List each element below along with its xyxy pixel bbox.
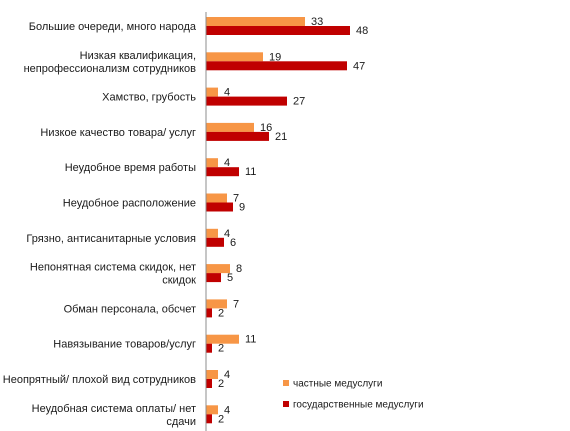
bar-private bbox=[206, 158, 218, 168]
category-label-line: Непонятная система скидок, нет bbox=[30, 262, 196, 274]
value-label-public: 2 bbox=[218, 378, 224, 390]
category-label: Обман персонала, обсчет bbox=[64, 303, 196, 315]
value-label-private: 8 bbox=[236, 263, 242, 275]
category-label-line: Хамство, грубость bbox=[102, 92, 196, 104]
bar-private bbox=[206, 228, 218, 238]
legend-label-public: государственные медуслуги bbox=[293, 400, 424, 411]
bar-private bbox=[206, 52, 263, 62]
bar-private bbox=[206, 370, 218, 379]
category-label: Хамство, грубость bbox=[102, 92, 196, 104]
value-label-public: 2 bbox=[218, 307, 224, 319]
value-label-private: 33 bbox=[311, 16, 323, 28]
bar-public bbox=[206, 96, 287, 106]
bar-public bbox=[206, 237, 224, 247]
bar-private bbox=[206, 264, 230, 274]
value-label-public: 47 bbox=[353, 60, 365, 72]
category-label-line: Навязывание товаров/услуг bbox=[53, 339, 196, 351]
category-label: Низкое качество товара/ услуг bbox=[40, 127, 196, 139]
category-label-line: скидок bbox=[162, 275, 196, 287]
bar-private bbox=[206, 122, 254, 132]
bar-public bbox=[206, 202, 233, 212]
value-label-public: 21 bbox=[275, 131, 287, 143]
value-label-private: 19 bbox=[269, 51, 281, 63]
category-label: Неудобная система оплаты/ нет сдачи bbox=[32, 403, 196, 428]
bar-public bbox=[206, 308, 212, 318]
category-label: Большие очереди, много народа bbox=[29, 21, 197, 33]
value-label-private: 11 bbox=[245, 334, 256, 346]
bar-private bbox=[206, 299, 227, 309]
value-label-public: 48 bbox=[356, 25, 368, 37]
value-label-private: 7 bbox=[233, 298, 239, 310]
bar-private bbox=[206, 334, 239, 344]
category-label: Неопрятный/ плохой вид сотрудников bbox=[3, 374, 196, 386]
category-label-line: Низкая квалификация, bbox=[80, 50, 196, 62]
bar-private bbox=[206, 87, 218, 97]
legend: частные медуслуги государственные медусл… bbox=[283, 379, 424, 411]
bar-public bbox=[206, 26, 350, 35]
bar-private bbox=[206, 17, 305, 26]
value-label-private: 4 bbox=[224, 369, 230, 381]
value-label-public: 6 bbox=[230, 237, 236, 249]
category-label: Неудобное время работы bbox=[65, 162, 196, 174]
bar-public bbox=[206, 343, 212, 353]
bar-public bbox=[206, 167, 239, 177]
value-label-private: 4 bbox=[224, 228, 230, 240]
category-label-line: Грязно, антисанитарные условия bbox=[26, 233, 196, 245]
category-label-line: Неудобное время работы bbox=[65, 162, 196, 174]
value-label-private: 4 bbox=[224, 87, 230, 99]
value-label-private: 4 bbox=[224, 157, 230, 169]
value-label-private: 16 bbox=[260, 122, 272, 134]
category-label-line: Неудобная система оплаты/ нет bbox=[32, 403, 196, 415]
category-label-line: Неопрятный/ плохой вид сотрудников bbox=[3, 374, 196, 386]
category-label-line: Большие очереди, много народа bbox=[29, 21, 197, 33]
value-label-public: 27 bbox=[293, 96, 305, 108]
value-label-private: 4 bbox=[224, 404, 230, 416]
legend-swatch-private bbox=[283, 380, 289, 386]
category-label-line: Обман персонала, обсчет bbox=[64, 303, 196, 315]
value-label-public: 2 bbox=[218, 413, 224, 425]
bar-public bbox=[206, 273, 221, 283]
value-label-private: 7 bbox=[233, 193, 239, 205]
bar-public bbox=[206, 379, 212, 388]
value-label-public: 9 bbox=[239, 202, 245, 214]
category-label: Непонятная система скидок, нет скидок bbox=[30, 262, 196, 287]
value-label-public: 11 bbox=[245, 166, 256, 178]
bar-public bbox=[206, 131, 269, 141]
bar-private bbox=[206, 193, 227, 203]
bar-private bbox=[206, 405, 218, 415]
category-label: Навязывание товаров/услуг bbox=[53, 339, 196, 351]
value-label-public: 2 bbox=[218, 343, 224, 355]
category-label-line: непрофессионализм сотрудников bbox=[24, 63, 197, 75]
bar-public bbox=[206, 61, 347, 71]
bar-public bbox=[206, 414, 212, 424]
category-label-line: Неудобное расположение bbox=[63, 198, 196, 210]
category-label-line: Низкое качество товара/ услуг bbox=[40, 127, 196, 139]
category-labels: Большие очереди, много народа Низкая квал… bbox=[3, 21, 197, 428]
category-label-line: сдачи bbox=[166, 416, 196, 428]
category-label: Низкая квалификация, непрофессионализм со… bbox=[24, 50, 197, 75]
legend-swatch-public bbox=[283, 401, 289, 407]
category-label: Грязно, антисанитарные условия bbox=[26, 233, 196, 245]
category-label: Неудобное расположение bbox=[63, 198, 196, 210]
value-label-public: 5 bbox=[227, 272, 233, 284]
legend-label-private: частные медуслуги bbox=[293, 379, 382, 390]
